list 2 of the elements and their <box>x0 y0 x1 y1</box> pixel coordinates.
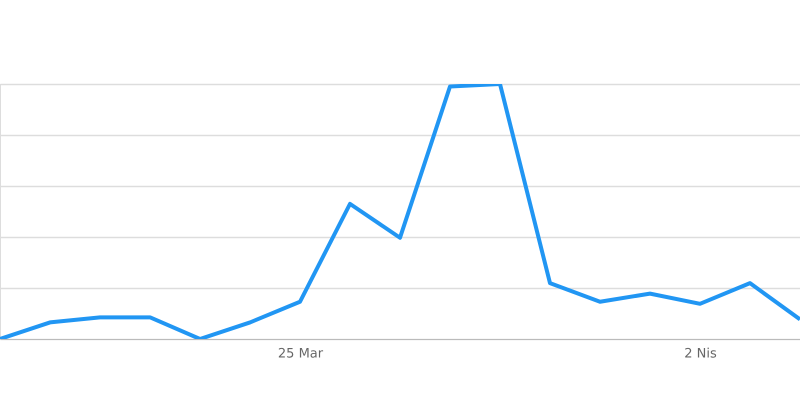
x-tick-label: 25 Mar <box>278 346 324 362</box>
x-tick-label: 2 Nis <box>684 346 717 362</box>
